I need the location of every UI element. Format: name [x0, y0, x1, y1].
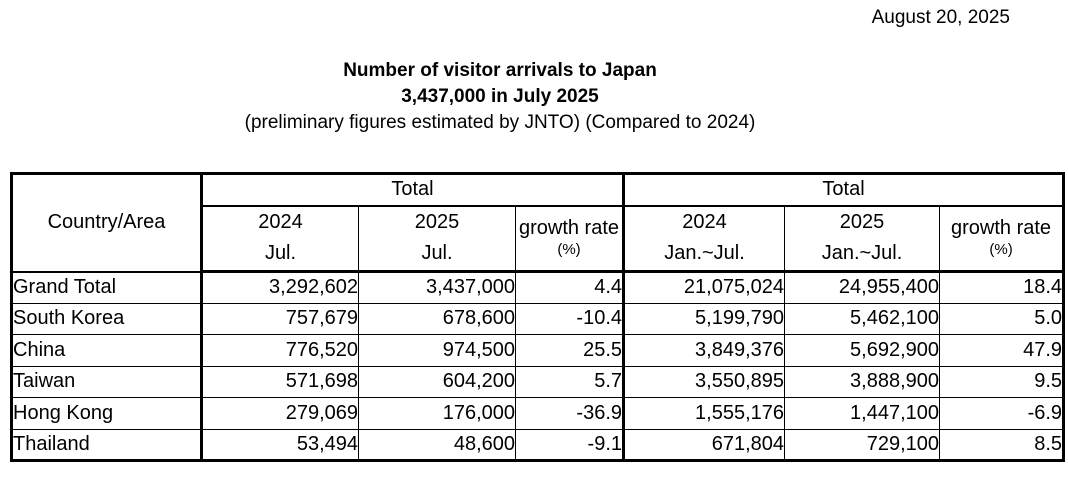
janjul-2025-cell: 5,462,100 [784, 302, 941, 335]
header-2024-janjul-year: 2024 [682, 211, 727, 234]
jul-2024-cell: 757,679 [200, 302, 359, 335]
growth-janjul-cell: -6.9 [939, 397, 1065, 430]
country-cell: Grand Total [11, 271, 202, 304]
header-2025-janjul: 2025 Jan.~Jul. [784, 205, 941, 273]
growth-jul-cell: 25.5 [514, 334, 625, 367]
page-title-line3: (preliminary figures estimated by JNTO) … [244, 112, 756, 133]
total-monthly-header: Total [199, 173, 625, 207]
table-row: Taiwan 571,698 604,200 5.7 3,550,895 3,8… [11, 365, 1065, 398]
growth-jul-cell: 4.4 [514, 271, 625, 304]
visitor-arrivals-table: Country/Area Total Total 2024 Jul. 2025 … [10, 172, 1066, 462]
total-cumulative-header: Total [622, 173, 1065, 207]
janjul-2025-cell: 5,692,900 [784, 334, 941, 367]
janjul-2025-cell: 24,955,400 [784, 271, 941, 304]
header-2025-janjul-year: 2025 [839, 211, 885, 234]
jul-2025-cell: 3,437,000 [358, 271, 516, 304]
jul-2024-cell: 53,494 [200, 428, 359, 461]
jul-2024-cell: 3,292,602 [200, 271, 359, 304]
growth-janjul-cell: 5.0 [939, 302, 1065, 335]
page-title: Number of visitor arrivals to Japan 3,43… [0, 58, 1000, 136]
country-cell: Thailand [11, 428, 202, 461]
growth-janjul-cell: 18.4 [939, 271, 1065, 304]
header-2024-jul-period: Jul. [264, 242, 297, 265]
header-growth-rate-monthly: growth rate (%) [514, 205, 625, 273]
page-title-line1: Number of visitor arrivals to Japan [343, 60, 657, 81]
header-growth-rate-cumulative-unit: (%) [989, 241, 1013, 259]
header-growth-rate-monthly-label: growth rate [518, 217, 620, 240]
jul-2025-cell: 604,200 [358, 365, 516, 398]
janjul-2024-cell: 671,804 [622, 428, 786, 461]
country-cell: South Korea [11, 302, 202, 335]
table-row: South Korea 757,679 678,600 -10.4 5,199,… [11, 302, 1065, 335]
header-2025-jul: 2025 Jul. [358, 205, 516, 273]
table-row: Hong Kong 279,069 176,000 -36.9 1,555,17… [11, 397, 1065, 430]
table-row: China 776,520 974,500 25.5 3,849,376 5,6… [11, 334, 1065, 367]
header-2024-janjul: 2024 Jan.~Jul. [622, 205, 786, 273]
page-title-line2: 3,437,000 in July 2025 [401, 86, 599, 107]
janjul-2024-cell: 21,075,024 [622, 271, 786, 304]
jul-2024-cell: 571,698 [200, 365, 359, 398]
growth-jul-cell: -9.1 [514, 428, 625, 461]
growth-janjul-cell: 47.9 [939, 334, 1065, 367]
header-growth-rate-cumulative: growth rate (%) [939, 205, 1065, 273]
jul-2025-cell: 974,500 [358, 334, 516, 367]
table-row: Grand Total 3,292,602 3,437,000 4.4 21,0… [11, 271, 1065, 304]
janjul-2025-cell: 729,100 [784, 428, 941, 461]
date-text: August 20, 2025 [871, 7, 1010, 28]
header-2024-jul: 2024 Jul. [200, 205, 359, 273]
country-cell: Hong Kong [11, 397, 202, 430]
header-2025-jul-period: Jul. [421, 242, 453, 265]
header-2025-janjul-period: Jan.~Jul. [821, 242, 903, 265]
header-2024-jul-year: 2024 [258, 211, 303, 234]
jul-2025-cell: 176,000 [358, 397, 516, 430]
janjul-2024-cell: 3,849,376 [622, 334, 786, 367]
janjul-2024-cell: 1,555,176 [622, 397, 786, 430]
table-header-sub-row: 2024 Jul. 2025 Jul. growth rate (%) 2024… [12, 205, 1065, 273]
janjul-2024-cell: 3,550,895 [622, 365, 786, 398]
janjul-2024-cell: 5,199,790 [622, 302, 786, 335]
growth-jul-cell: -10.4 [514, 302, 625, 335]
jul-2025-cell: 678,600 [358, 302, 516, 335]
header-2024-janjul-period: Jan.~Jul. [664, 242, 745, 265]
header-growth-rate-monthly-unit: (%) [557, 241, 581, 259]
header-2025-jul-year: 2025 [414, 211, 460, 234]
jul-2025-cell: 48,600 [358, 428, 516, 461]
header-growth-rate-cumulative-label: growth rate [950, 217, 1052, 240]
country-area-header: Country/Area [11, 173, 202, 273]
growth-janjul-cell: 9.5 [939, 365, 1065, 398]
janjul-2025-cell: 1,447,100 [784, 397, 941, 430]
growth-janjul-cell: 8.5 [939, 428, 1065, 461]
country-cell: China [11, 334, 202, 367]
jul-2024-cell: 279,069 [200, 397, 359, 430]
janjul-2025-cell: 3,888,900 [784, 365, 941, 398]
table-header-group-row: Country/Area Total Total [11, 173, 1065, 273]
jul-2024-cell: 776,520 [200, 334, 359, 367]
growth-jul-cell: -36.9 [514, 397, 625, 430]
table-row: Thailand 53,494 48,600 -9.1 671,804 729,… [11, 428, 1065, 461]
country-cell: Taiwan [11, 365, 202, 398]
growth-jul-cell: 5.7 [514, 365, 625, 398]
